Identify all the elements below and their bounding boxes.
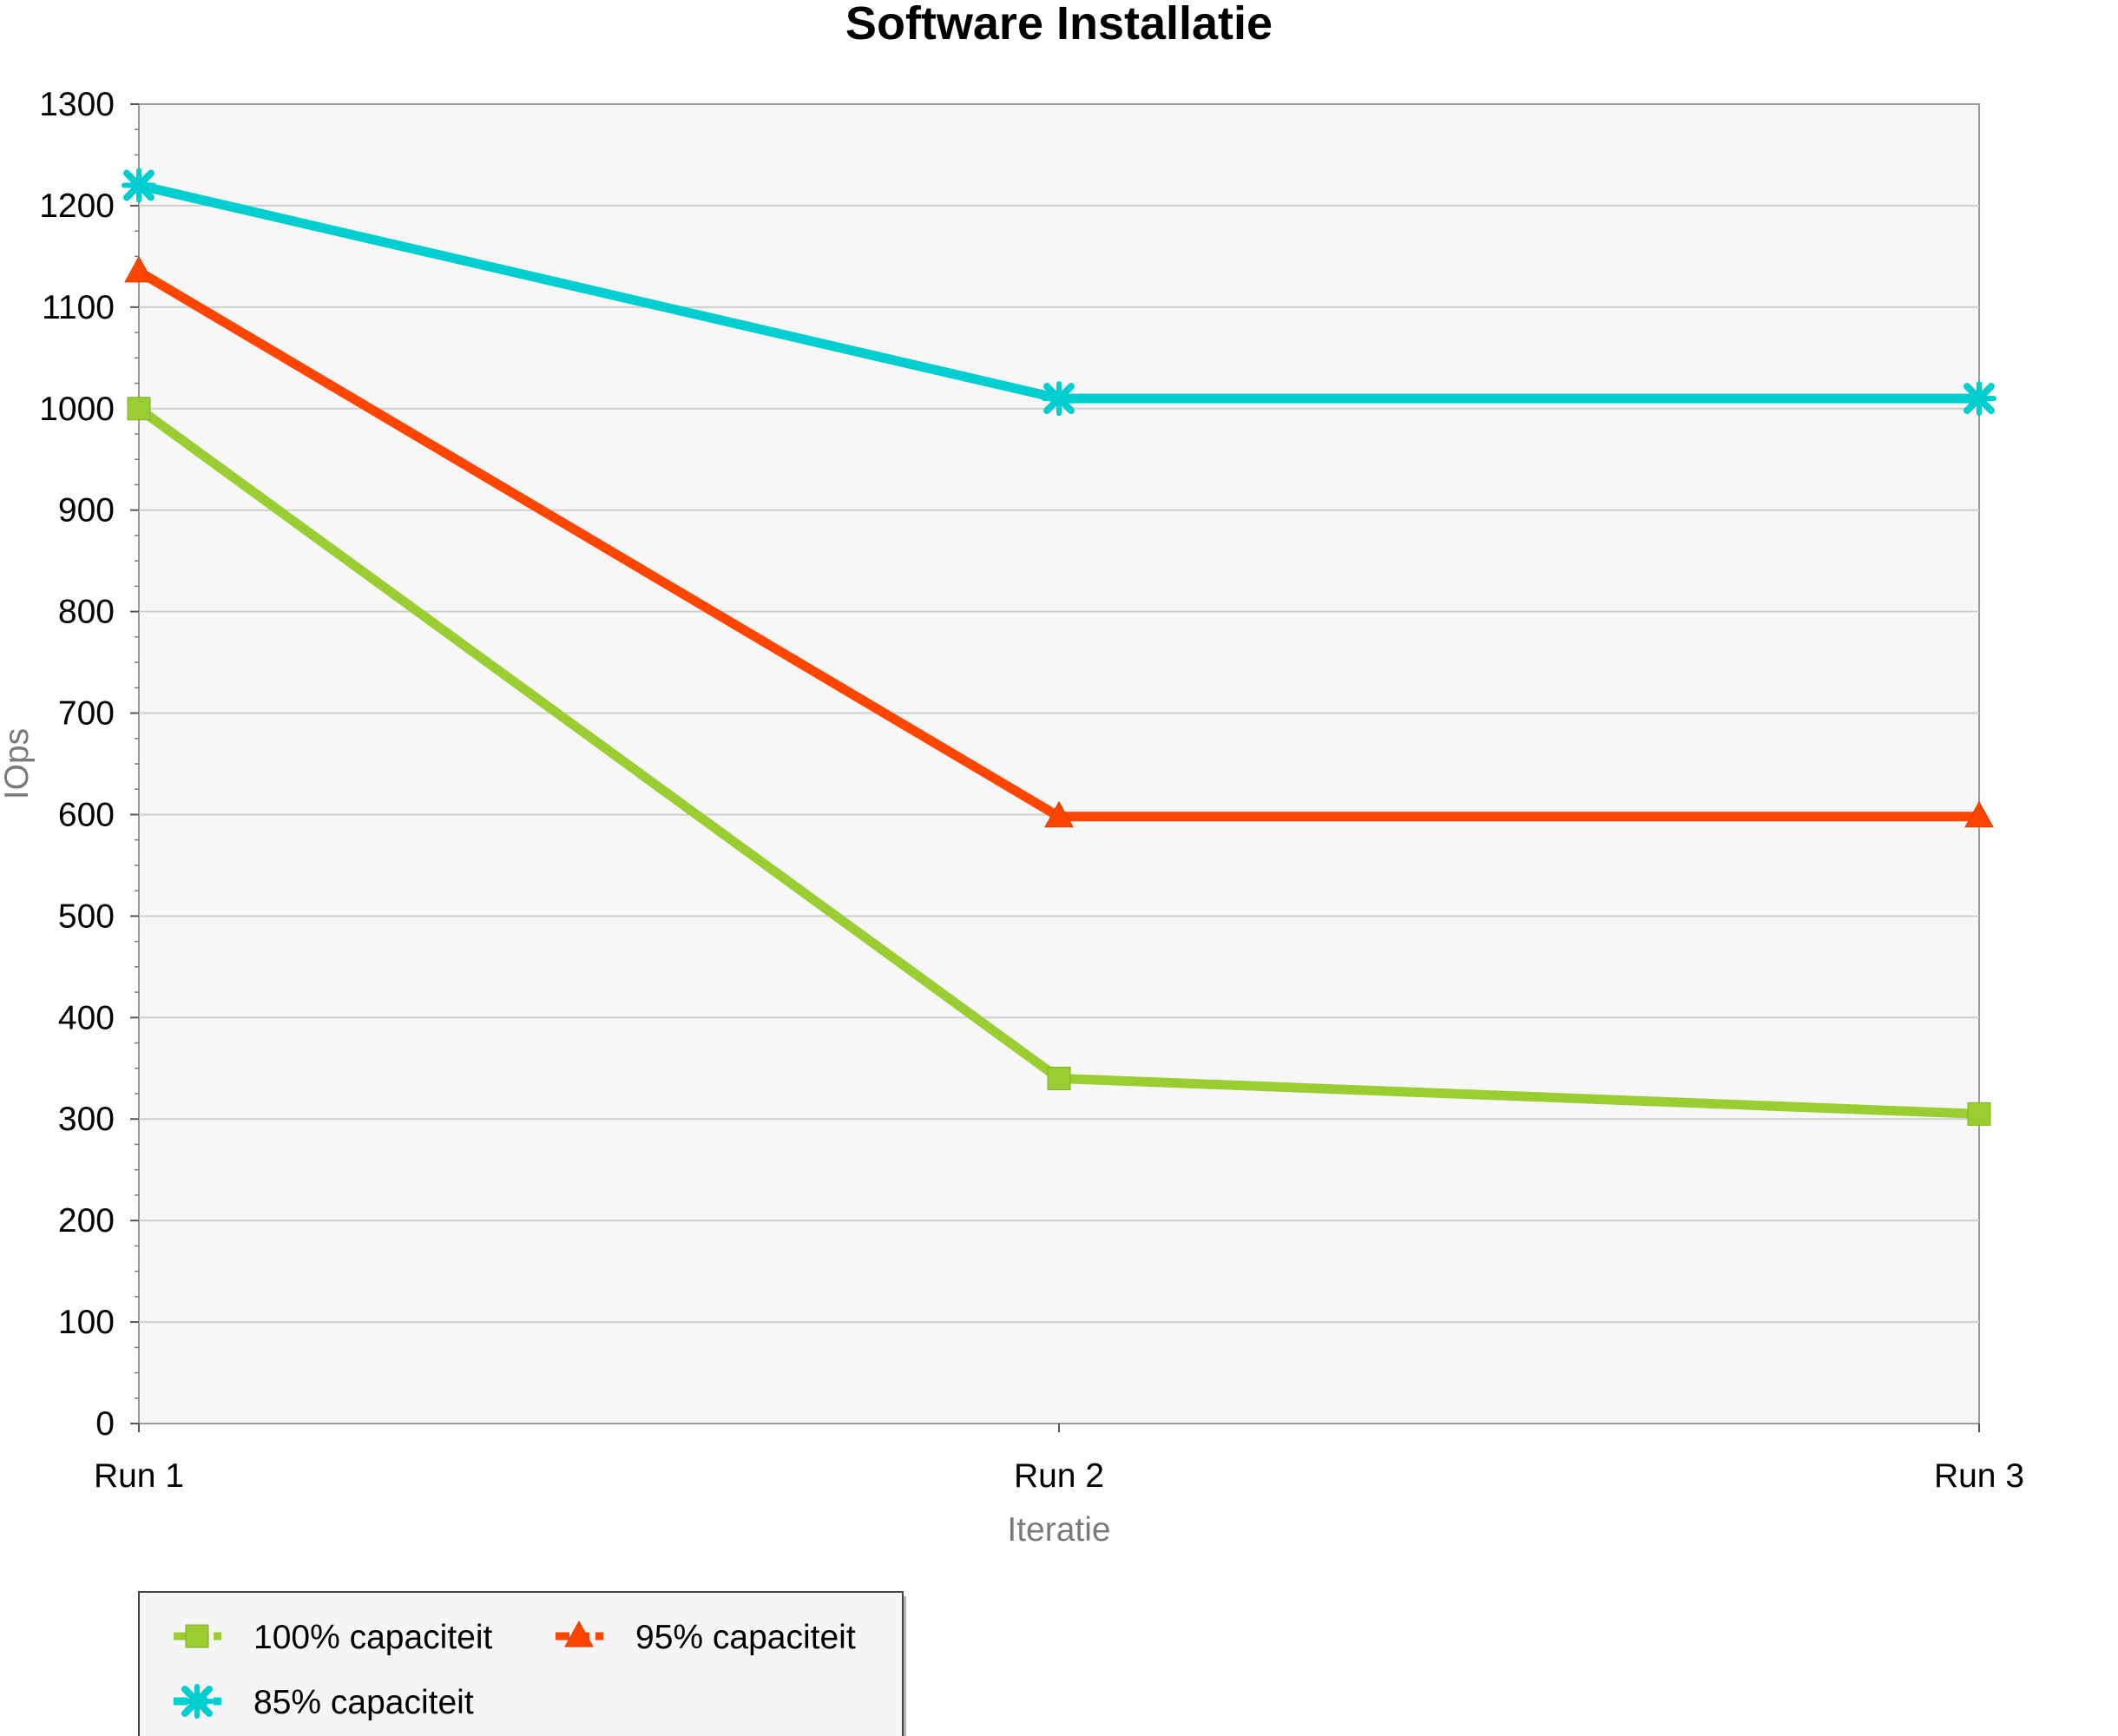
legend-label: 95% capaciteit (635, 1619, 856, 1656)
legend-swatch-marker (564, 1620, 594, 1647)
y-tick-label: 1200 (39, 187, 115, 225)
data-point (1042, 381, 1076, 417)
data-point (1964, 800, 1994, 828)
x-tick-label: Run 3 (1934, 1457, 2024, 1495)
y-tick-label: 0 (95, 1405, 115, 1443)
plot-area (138, 103, 1980, 1424)
legend-label: 85% capaciteit (253, 1684, 474, 1721)
y-tick-label: 1000 (39, 391, 115, 428)
y-axis-label: IOps (0, 728, 36, 799)
data-point (1047, 1066, 1071, 1090)
legend-item: 95% capaciteit (556, 1619, 856, 1656)
legend-swatch-marker (180, 1684, 214, 1719)
x-axis-label: Iteratie (1007, 1511, 1110, 1549)
x-axis: Run 1 Run 2 Run 3 (94, 1424, 2024, 1495)
legend-swatch-marker (185, 1624, 209, 1648)
y-tick-label: 300 (58, 1101, 115, 1138)
y-tick-label: 200 (58, 1202, 115, 1240)
x-tick-label: Run 2 (1014, 1457, 1104, 1495)
data-point (1044, 800, 1074, 828)
y-tick-label: 900 (58, 492, 115, 529)
y-tick-label: 1100 (42, 289, 115, 326)
data-point (1962, 381, 1996, 417)
series-2 (122, 168, 1996, 417)
data-point (127, 397, 151, 421)
data-point (124, 255, 154, 283)
y-tick-label: 400 (58, 999, 115, 1036)
legend-item: 100% capaciteit (174, 1619, 493, 1656)
x-tick-label: Run 1 (94, 1457, 184, 1495)
y-tick-label: 700 (58, 695, 115, 733)
y-tick-label: 1300 (39, 86, 115, 123)
y-tick-label: 100 (58, 1304, 115, 1341)
legend-label: 100% capaciteit (253, 1619, 493, 1656)
series-0 (127, 397, 1991, 1126)
y-tick-label: 800 (58, 594, 115, 631)
y-axis: 0 100 200 300 400 500 600 700 800 900 1000 1100 1200… (39, 86, 139, 1443)
legend: 100% capaciteit 95% capaciteit 85% capacit… (138, 1591, 906, 1736)
y-tick-label: 600 (58, 796, 115, 833)
series-layer (122, 168, 1996, 1126)
data-point (122, 168, 156, 203)
legend-item: 85% capaciteit (174, 1684, 474, 1721)
y-tick-label: 500 (58, 898, 115, 935)
data-point (1967, 1101, 1991, 1126)
chart-title: Software Installatie (845, 0, 1273, 49)
legend-box (138, 1591, 904, 1736)
series-1 (124, 255, 1994, 828)
